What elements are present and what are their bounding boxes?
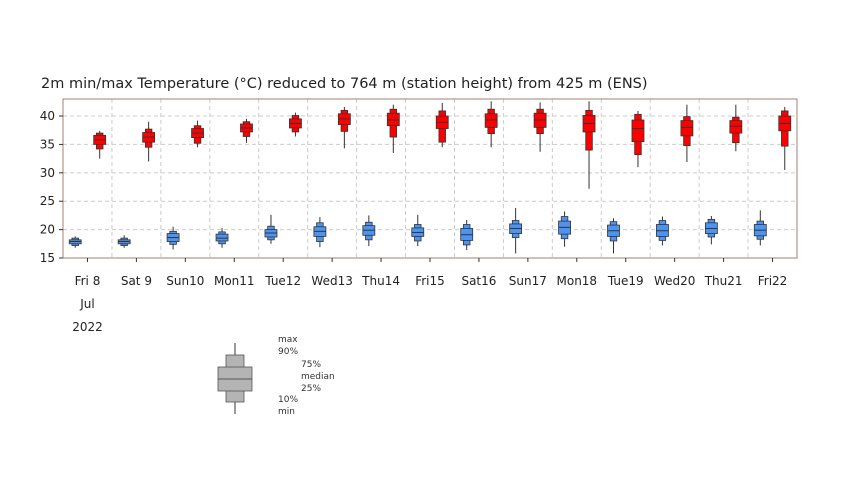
box-glyph	[117, 235, 131, 248]
x-tick-label: Tue12	[264, 274, 301, 288]
box-glyph	[680, 104, 694, 163]
x-tick-label: Tue19	[607, 274, 644, 288]
box-glyph	[411, 214, 425, 247]
x-tick-label: Thu14	[361, 274, 400, 288]
y-tick-label: 15	[40, 251, 55, 265]
y-tick-label: 40	[40, 109, 55, 123]
box-p25-p75	[484, 113, 498, 128]
box-glyph	[289, 112, 302, 137]
box-glyph	[582, 101, 596, 189]
legend-label: 10%	[278, 395, 298, 405]
grid	[63, 99, 797, 258]
x-tick-label: Wed13	[311, 274, 352, 288]
box-glyph	[704, 215, 718, 245]
box-glyph	[215, 227, 229, 248]
box-glyph	[509, 208, 523, 254]
box-glyph	[386, 104, 400, 153]
box-p25-p75	[729, 120, 743, 134]
x-tick-label: Sat 9	[121, 274, 152, 288]
box-glyph	[166, 226, 180, 250]
box-glyph	[656, 216, 669, 246]
legend-label: max	[278, 335, 298, 345]
x-tick-label: Mon18	[557, 274, 598, 288]
x-tick-label: Mon11	[214, 274, 255, 288]
x-date-label: 2022	[72, 320, 103, 334]
box-glyph	[729, 104, 743, 152]
box-glyph	[93, 130, 107, 159]
y-tick-label: 25	[40, 194, 55, 208]
box-glyph	[435, 102, 449, 148]
y-axis: 15 20 25 30 35 40	[40, 109, 63, 265]
x-date-label: Jul	[79, 297, 94, 311]
box-glyph	[631, 110, 645, 168]
x-tick-label: Sun17	[509, 274, 547, 288]
box-glyph	[533, 102, 547, 152]
box-p25-p75	[215, 233, 229, 242]
box-glyph	[607, 218, 620, 254]
box-glyph	[240, 118, 253, 143]
box-glyph	[191, 120, 204, 148]
legend-label: median	[301, 372, 335, 382]
x-tick-label: Fri 8	[75, 274, 101, 288]
box-glyph	[778, 106, 792, 170]
legend-label: 90%	[278, 347, 298, 357]
box-glyph	[68, 236, 82, 248]
box-p25-p75	[680, 120, 694, 137]
y-tick-label: 35	[40, 137, 55, 151]
y-tick-label: 20	[40, 223, 55, 237]
x-tick-label: Thu21	[704, 274, 743, 288]
x-axis-date: Jul 2022	[72, 297, 103, 334]
box-glyph	[558, 211, 571, 247]
x-tick-label: Fri15	[415, 274, 445, 288]
box-p25-p75	[386, 112, 400, 127]
box-p25-p75	[631, 119, 645, 142]
x-axis: Fri 8 Sat 9 Sun10 Mon11 Tue12 Wed13 Thu14 Fri15…	[75, 258, 788, 288]
x-tick-label: Wed20	[654, 274, 695, 288]
series-max	[93, 101, 792, 189]
box-glyph	[753, 210, 767, 246]
legend-label: min	[278, 407, 295, 417]
x-tick-label: Fri22	[758, 274, 788, 288]
series-min	[68, 208, 767, 254]
box-glyph	[264, 214, 278, 244]
series-layer	[68, 101, 792, 254]
box-glyph	[313, 217, 327, 248]
box-glyph	[337, 106, 351, 149]
y-tick-label: 30	[40, 166, 55, 180]
legend-label: 75%	[301, 360, 321, 370]
legend: max 90%75% median 25%10% min	[217, 335, 335, 417]
box-glyph	[142, 121, 156, 162]
box-glyph	[362, 215, 376, 247]
box-glyph	[460, 219, 474, 251]
legend-label: 25%	[301, 384, 321, 394]
chart-title: 2m min/max Temperature (°C) reduced to 7…	[41, 76, 648, 92]
box-glyph	[484, 101, 498, 148]
x-tick-label: Sat16	[461, 274, 496, 288]
x-tick-label: Sun10	[166, 274, 204, 288]
